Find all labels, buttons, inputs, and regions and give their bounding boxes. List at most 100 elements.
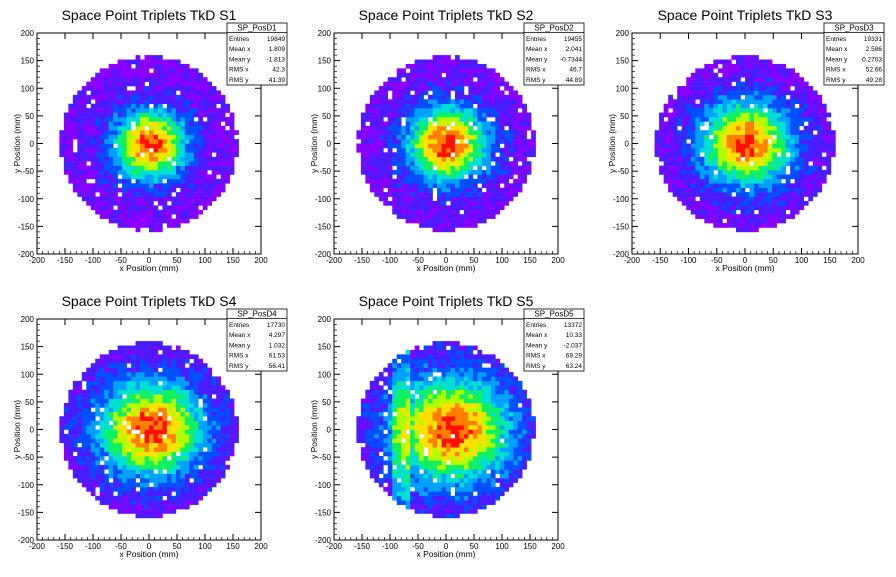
heatmap-bin xyxy=(379,126,384,131)
heatmap-bin xyxy=(91,104,96,109)
heatmap-bin xyxy=(167,121,172,126)
heatmap-bin xyxy=(95,434,100,439)
stats-row-label: Mean x xyxy=(526,46,548,53)
heatmap-bin xyxy=(813,170,818,175)
heatmap-bin xyxy=(786,99,791,104)
heatmap-bin xyxy=(410,86,415,91)
heatmap-bin xyxy=(91,86,96,91)
heatmap-bin xyxy=(813,148,818,153)
heatmap-bin xyxy=(495,121,500,126)
heatmap-bin xyxy=(145,483,150,488)
chart-title: Space Point Triplets TkD S1 xyxy=(62,7,237,23)
heatmap-bin xyxy=(162,403,167,408)
heatmap-bin xyxy=(198,376,203,381)
heatmap-bin xyxy=(194,390,199,395)
heatmap-bin xyxy=(790,201,795,206)
heatmap-bin xyxy=(198,82,203,87)
heatmap-bin xyxy=(122,214,127,219)
heatmap-bin xyxy=(695,126,700,131)
heatmap-bin xyxy=(713,144,718,149)
heatmap-bin xyxy=(131,363,136,368)
heatmap-bin xyxy=(709,104,714,109)
heatmap-bin xyxy=(804,113,809,118)
heatmap-bin xyxy=(504,113,509,118)
heatmap-bin xyxy=(500,130,505,135)
heatmap-bin xyxy=(221,108,226,113)
heatmap-bin xyxy=(91,188,96,193)
heatmap-bin xyxy=(109,500,114,505)
heatmap-bin xyxy=(140,135,145,140)
heatmap-bin xyxy=(176,64,181,69)
heatmap-bin xyxy=(709,121,714,126)
heatmap-bin xyxy=(77,161,82,166)
heatmap-bin xyxy=(203,368,208,373)
heatmap-bin xyxy=(459,108,464,113)
heatmap-bin xyxy=(104,407,109,412)
heatmap-bin xyxy=(513,166,518,171)
heatmap-bin xyxy=(455,86,460,91)
heatmap-bin xyxy=(176,443,181,448)
heatmap-bin xyxy=(95,121,100,126)
heatmap-bin xyxy=(113,456,118,461)
heatmap-bin xyxy=(189,161,194,166)
heatmap-bin xyxy=(437,64,442,69)
heatmap-bin xyxy=(113,148,118,153)
heatmap-bin xyxy=(167,368,172,373)
heatmap-bin xyxy=(718,121,723,126)
heatmap-bin xyxy=(176,434,181,439)
heatmap-bin xyxy=(149,210,154,215)
heatmap-bin xyxy=(104,390,109,395)
heatmap-bin xyxy=(91,95,96,100)
heatmap-bin xyxy=(216,179,221,184)
heatmap-bin xyxy=(140,452,145,457)
heatmap-bin xyxy=(790,130,795,135)
heatmap-bin xyxy=(198,135,203,140)
heatmap-bin xyxy=(180,64,185,69)
heatmap-bin xyxy=(668,95,673,100)
heatmap-bin xyxy=(513,95,518,100)
heatmap-bin xyxy=(86,483,91,488)
heatmap-bin xyxy=(799,183,804,188)
heatmap-bin xyxy=(750,197,755,202)
heatmap-bin xyxy=(131,407,136,412)
heatmap-bin xyxy=(655,152,660,157)
heatmap-bin xyxy=(73,460,78,465)
heatmap-bin xyxy=(677,161,682,166)
heatmap-bin xyxy=(482,73,487,78)
heatmap-bin xyxy=(763,157,768,162)
heatmap-bin xyxy=(122,460,127,465)
heatmap-bin xyxy=(419,188,424,193)
heatmap-bin xyxy=(198,148,203,153)
heatmap-bin xyxy=(786,126,791,131)
heatmap-bin xyxy=(455,183,460,188)
heatmap-bin xyxy=(668,152,673,157)
heatmap-bin xyxy=(194,188,199,193)
heatmap-bin xyxy=(203,487,208,492)
heatmap-bin xyxy=(140,491,145,496)
heatmap-bin xyxy=(198,126,203,131)
heatmap-bin xyxy=(763,214,768,219)
heatmap-bin xyxy=(509,135,514,140)
heatmap-bin xyxy=(225,179,230,184)
heatmap-bin xyxy=(804,99,809,104)
heatmap-bin xyxy=(131,192,136,197)
heatmap-bin xyxy=(736,108,741,113)
heatmap-bin xyxy=(153,152,158,157)
heatmap-bin xyxy=(145,452,150,457)
heatmap-bin xyxy=(763,188,768,193)
heatmap-bin xyxy=(158,394,163,399)
heatmap-bin xyxy=(700,117,705,122)
heatmap-bin xyxy=(813,108,818,113)
heatmap-bin xyxy=(455,130,460,135)
heatmap-bin xyxy=(131,456,136,461)
heatmap-bin xyxy=(167,104,172,109)
stats-row-label: Entries xyxy=(526,36,547,43)
heatmap-bin xyxy=(682,192,687,197)
heatmap-bin xyxy=(500,117,505,122)
heatmap-bin xyxy=(777,121,782,126)
heatmap-bin xyxy=(171,197,176,202)
heatmap-bin xyxy=(118,452,123,457)
heatmap-bin xyxy=(677,166,682,171)
heatmap-bin xyxy=(406,126,411,131)
heatmap-bin xyxy=(477,179,482,184)
